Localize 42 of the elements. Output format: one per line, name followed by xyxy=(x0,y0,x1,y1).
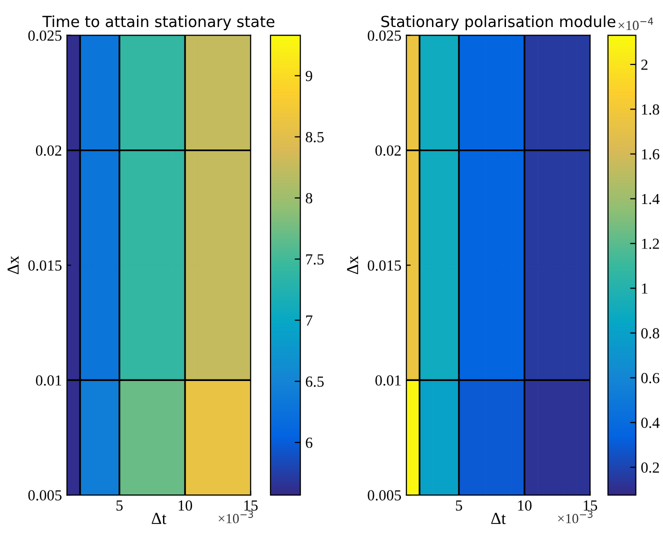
color-bar-label: 2 xyxy=(641,60,648,70)
y-tick-label: 0.015 xyxy=(28,260,62,271)
y-tick-label: 0.015 xyxy=(368,260,401,271)
chart-title: Time to attain stationary state xyxy=(42,15,274,30)
y-tick-label: 0.02 xyxy=(375,145,401,156)
color-bar-label: 7.5 xyxy=(306,254,324,265)
x-tick-label: 5 xyxy=(116,500,123,511)
y-tick-label: 0.005 xyxy=(28,490,62,501)
color-bar-label: 6.5 xyxy=(306,376,324,387)
x-tick-label: 10 xyxy=(178,500,192,511)
color-bar-label: 0.8 xyxy=(641,328,660,339)
text: ×10$^{−3}$ xyxy=(218,510,254,524)
color-bar-label: 7 xyxy=(306,316,312,326)
text: ×10$^{−4}$ xyxy=(618,18,654,30)
y-tick-label: 0.005 xyxy=(368,490,401,501)
y-tick-label: 0.025 xyxy=(28,30,62,41)
x-tick-label: 15 xyxy=(244,500,258,511)
color-bar-label: 1.4 xyxy=(642,194,660,204)
x-tick-label: 15 xyxy=(584,500,598,511)
color-bar-label: 0.4 xyxy=(641,418,660,428)
color-bar-label: 1.8 xyxy=(642,104,660,115)
color-bar-label: 8.5 xyxy=(306,132,324,142)
color-bar-label: 0.2 xyxy=(641,462,659,473)
x-axis-title: Δt xyxy=(152,512,166,524)
y-tick-label: 0.01 xyxy=(375,375,401,386)
color-bar-label: 6 xyxy=(306,438,312,448)
y-tick-label: 0.025 xyxy=(368,30,401,41)
y-tick-label: 0.01 xyxy=(36,375,62,386)
y-tick-label: 0.02 xyxy=(36,145,62,156)
color-bar-label: 1.2 xyxy=(642,238,659,250)
color-bar-label: 8 xyxy=(306,193,312,204)
color-bar-label: 0.6 xyxy=(641,372,660,384)
color-bar-label: 1.6 xyxy=(642,149,660,160)
color-bar-label: 9 xyxy=(306,70,312,82)
y-axis-title: Δx xyxy=(8,256,19,274)
chart-title: Stationary polarisation module xyxy=(381,15,616,30)
x-tick-label: 10 xyxy=(518,500,532,511)
text: ×10$^{−3}$ xyxy=(558,510,592,524)
color-bar-label: 1 xyxy=(642,283,648,294)
y-axis-title: Δx xyxy=(347,256,358,274)
x-tick-label: 5 xyxy=(456,500,462,511)
x-axis-title: Δt xyxy=(491,512,506,524)
